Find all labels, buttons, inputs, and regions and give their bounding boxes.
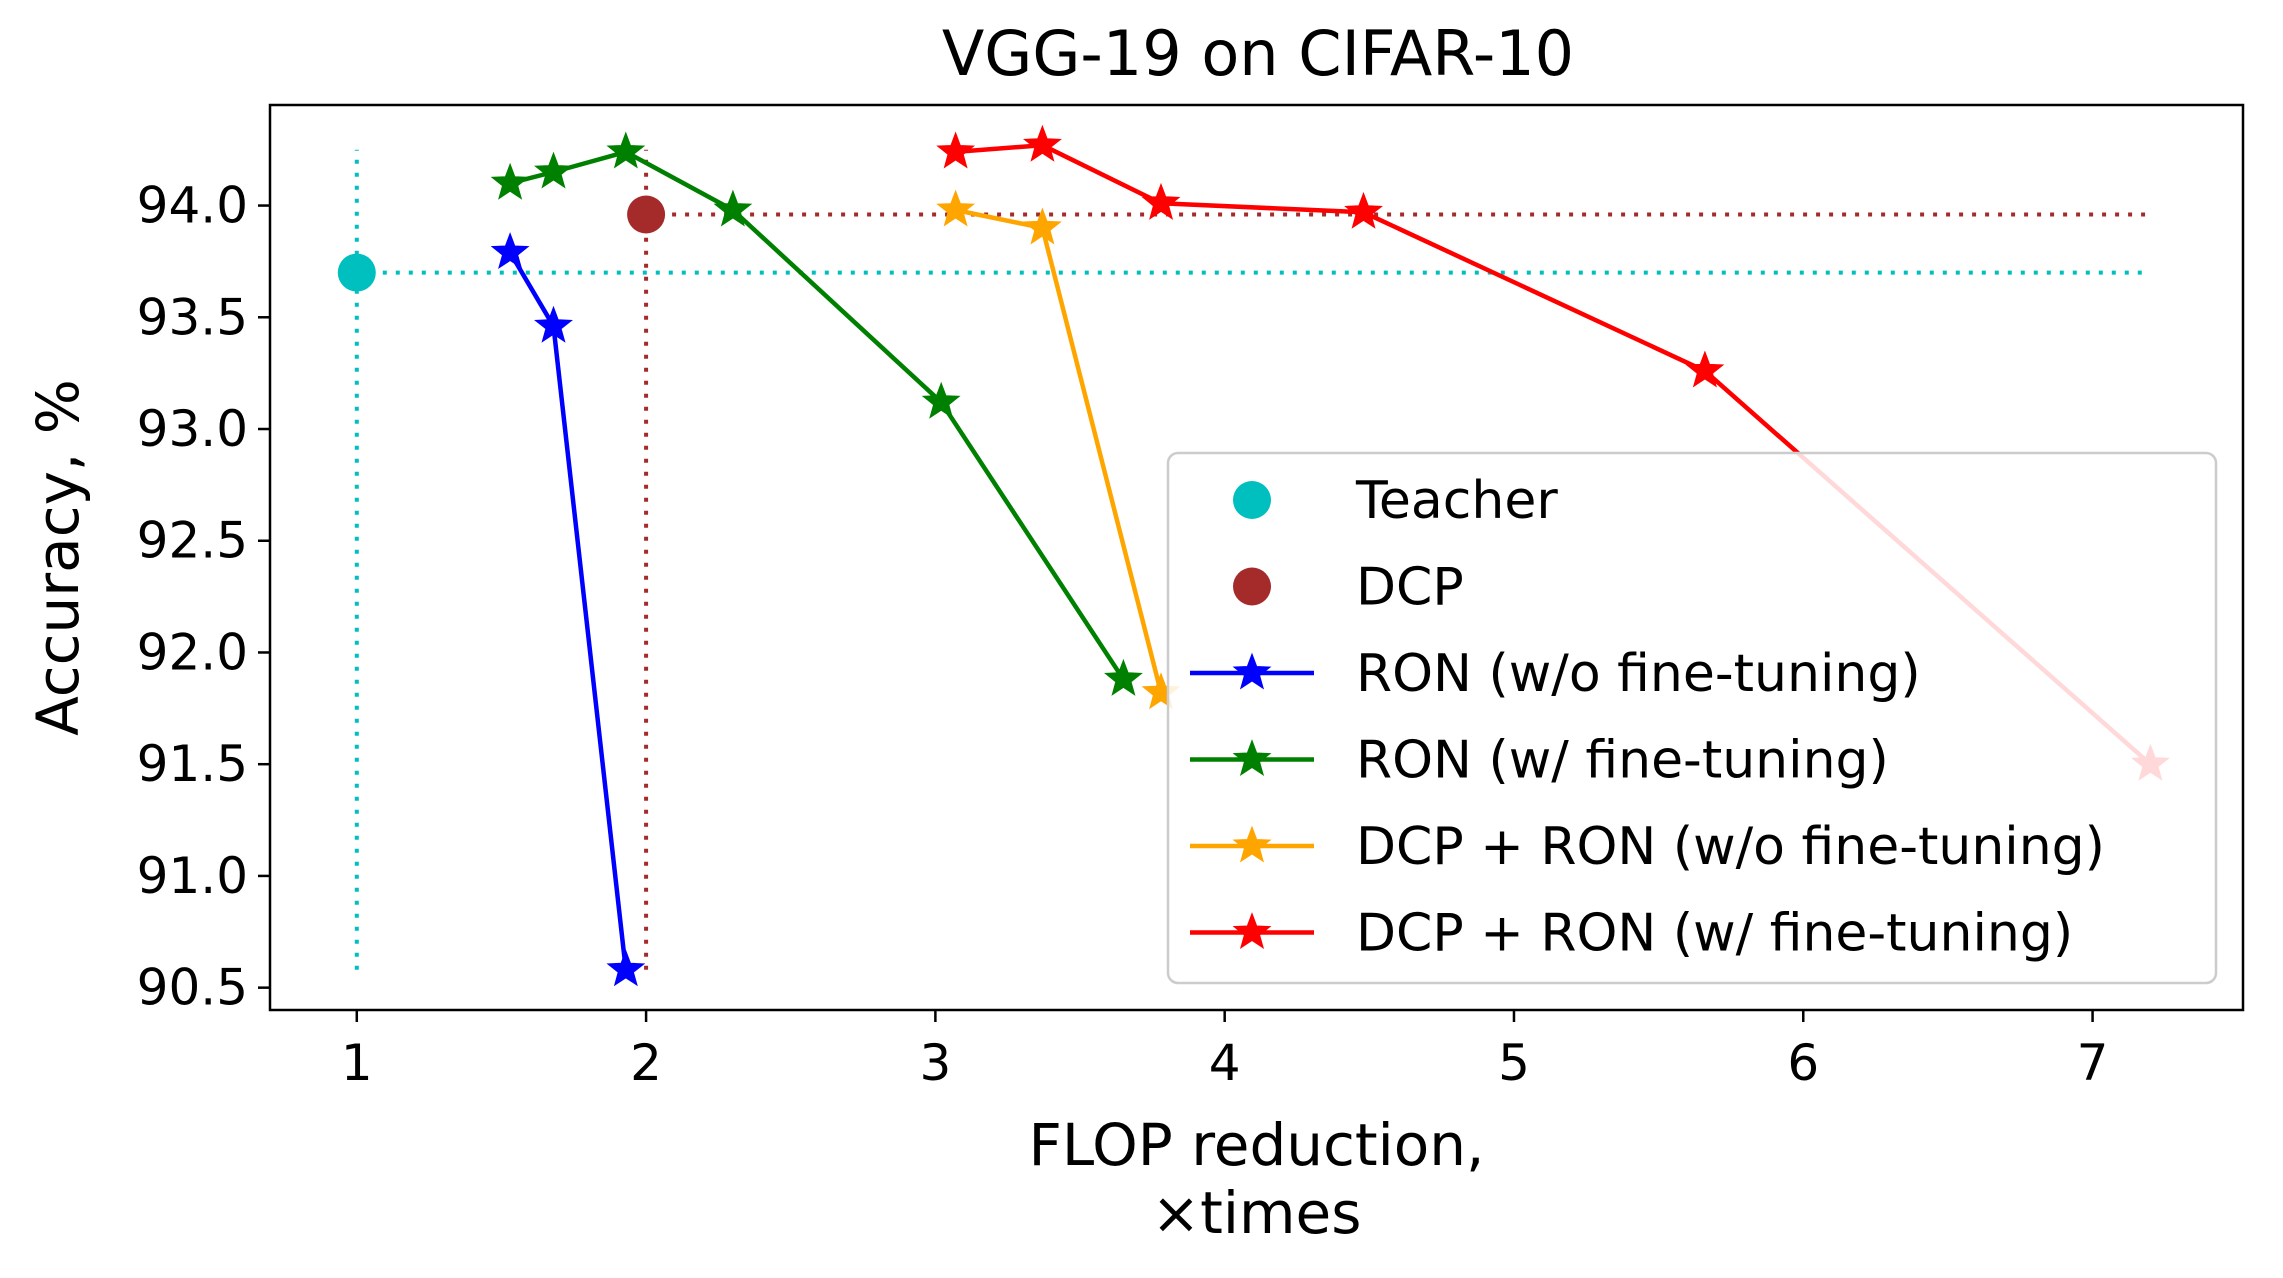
legend-entry: DCP (1233, 558, 1464, 618)
x-axis-label-line: FLOP reduction, (1029, 1111, 1485, 1179)
y-tick-label: 91.0 (137, 847, 248, 905)
series-0 (490, 232, 646, 987)
x-tick-label: 3 (919, 1034, 951, 1092)
legend-entry: DCP + RON (w/o fine-tuning) (1190, 817, 2105, 877)
legend-label: DCP (1356, 558, 1464, 618)
legend-label: Teacher (1355, 471, 1558, 531)
y-tick-label: 91.5 (137, 735, 248, 793)
chart-title: VGG-19 on CIFAR-10 (942, 17, 1574, 90)
axes-frame (268, 103, 2245, 1012)
y-tick-label: 92.5 (137, 512, 248, 570)
legend-box (1166, 451, 2218, 985)
legend-label: RON (w/o fine-tuning) (1356, 644, 1921, 704)
data-point-star (1685, 350, 1725, 388)
legend-label: DCP + RON (w/ fine-tuning) (1356, 904, 2073, 964)
legend-entry: RON (w/o fine-tuning) (1190, 644, 1921, 704)
data-point-star (606, 131, 646, 169)
y-tick-label: 93.0 (137, 400, 248, 458)
legend-marker (1232, 912, 1272, 950)
legend-marker (1233, 481, 1271, 519)
legend: Teacher DCP RON (w/o fine-tuning) RON (w/ f… (1166, 451, 2218, 985)
data-point-star (1344, 191, 1383, 229)
legend-label: RON (w/ fine-tuning) (1356, 731, 1889, 791)
legend-marker (1232, 825, 1272, 863)
plot-area (337, 124, 2170, 987)
y-tick-label: 92.0 (137, 623, 248, 681)
legend-marker (1232, 652, 1272, 690)
x-axis-label-line: ×times (1152, 1179, 1362, 1247)
data-point-star (490, 232, 530, 270)
legend-entry: DCP + RON (w/ fine-tuning) (1190, 904, 2073, 964)
y-tick-label: 94.0 (137, 177, 248, 235)
legend-marker (1232, 739, 1272, 777)
legend-entry: Teacher (1233, 471, 1558, 531)
y-axis-label: Accuracy, % (24, 379, 92, 736)
data-point-star (713, 189, 753, 227)
x-tick-label: 1 (341, 1034, 373, 1092)
x-tick-label: 6 (1787, 1034, 1819, 1092)
legend-marker (1233, 567, 1271, 606)
data-point-dcp (627, 195, 666, 234)
data-point-star (936, 189, 976, 227)
x-tick-label: 7 (2077, 1034, 2109, 1092)
data-point-star (921, 381, 961, 419)
x-axis-label: FLOP reduction, ×times (1029, 1111, 1485, 1247)
legend-entry: RON (w/ fine-tuning) (1190, 731, 1889, 791)
data-point-star (1023, 207, 1062, 245)
y-tick-label: 90.5 (137, 959, 248, 1017)
legend-label: DCP + RON (w/o fine-tuning) (1356, 817, 2105, 877)
data-point-teacher (337, 253, 376, 292)
data-point-star (1104, 658, 1143, 696)
data-point-star (1141, 182, 1181, 220)
x-tick-label: 4 (1209, 1034, 1241, 1092)
reference-dcp (644, 149, 2151, 970)
y-tick-label: 93.5 (137, 288, 248, 346)
x-tick-label: 5 (1498, 1034, 1530, 1092)
data-point-star (936, 131, 976, 169)
data-point-star (534, 151, 573, 189)
axes: 1 2 3 4 5 6 7 90.5 91.0 91.5 92.0 92.5 93.0 93.5 94.0 F… (24, 103, 2245, 1247)
data-point-star (490, 162, 530, 200)
data-point-star (606, 949, 646, 987)
data-point-star (534, 305, 573, 343)
data-point-star (1023, 124, 1062, 162)
series-1 (490, 131, 1143, 696)
series-line (955, 142, 2152, 766)
x-tick-label: 2 (630, 1034, 662, 1092)
